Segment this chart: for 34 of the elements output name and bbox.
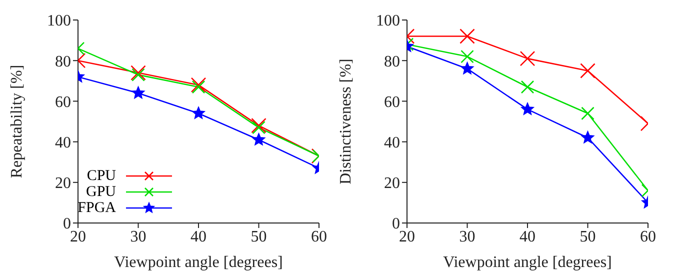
- legend-label: CPU: [86, 168, 116, 184]
- y-tick-label: 60: [384, 94, 400, 111]
- y-tick-label: 80: [384, 53, 400, 70]
- y-tick-label: 80: [55, 53, 71, 70]
- x-tick-label: 40: [520, 228, 536, 246]
- y-tick-label: 20: [55, 175, 71, 192]
- x-axis-title: Viewpoint angle [degrees]: [443, 254, 612, 271]
- x-tick-label: 60: [311, 228, 327, 246]
- y-tick-label: 100: [47, 12, 71, 30]
- y-axis-title: Repeatability [%]: [8, 64, 26, 178]
- x-tick-label: 50: [250, 228, 267, 246]
- y-tick-label: 20: [384, 175, 400, 192]
- point: [190, 77, 206, 93]
- x-tick-label: 20: [70, 228, 86, 246]
- x-tick-label: 40: [190, 228, 206, 246]
- point: [520, 50, 536, 66]
- y-tick-label: 0: [392, 216, 400, 233]
- x-tick-label: 60: [640, 228, 656, 246]
- x-tick-label: 30: [130, 228, 146, 246]
- y-tick-label: 0: [63, 216, 71, 233]
- x-tick-label: 30: [459, 228, 476, 246]
- point: [192, 106, 205, 119]
- y-tick-label: 40: [384, 134, 400, 152]
- point: [192, 80, 206, 94]
- x-tick-label: 50: [580, 228, 596, 246]
- point: [520, 80, 534, 94]
- x-axis-title: Viewpoint angle [degrees]: [114, 254, 283, 271]
- legend-label: GPU: [86, 184, 116, 200]
- y-tick-label: 60: [55, 94, 71, 111]
- y-tick-label: 40: [55, 134, 71, 152]
- y-axis-title: Distinctiveness [%]: [338, 58, 355, 184]
- y-tick-label: 100: [376, 12, 400, 30]
- point: [521, 102, 534, 115]
- x-tick-label: 20: [399, 228, 415, 246]
